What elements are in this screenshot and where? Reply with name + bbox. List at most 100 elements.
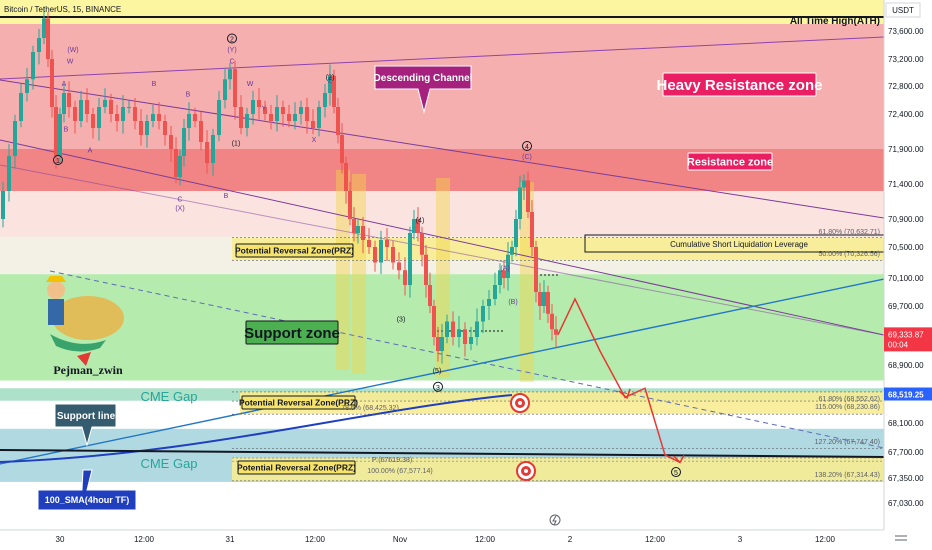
support-line-callout-box	[54, 403, 117, 447]
settings-icon[interactable]	[895, 535, 907, 541]
candle-body	[58, 114, 62, 156]
candle-body	[506, 254, 510, 278]
candle-body	[546, 292, 550, 314]
wave-label: X	[312, 137, 317, 144]
currency-tag[interactable]	[885, 2, 921, 18]
x-tick-label: 12:00	[305, 535, 326, 544]
resistance-label: Resistance zone	[687, 156, 773, 168]
dashed-trendline	[49, 270, 884, 449]
candle-body	[352, 219, 356, 233]
sma-price-label: 68,519.25	[888, 391, 924, 400]
y-tick-label: 67,700.00	[888, 448, 924, 457]
sma-line	[0, 394, 513, 463]
candle-body	[428, 285, 432, 306]
candle-body	[263, 107, 267, 114]
candle-body	[469, 337, 473, 344]
candle-body	[328, 75, 332, 93]
gold-pile-icon	[52, 296, 124, 340]
candle-body	[379, 240, 383, 263]
candle-body	[518, 187, 522, 219]
x-tick-label: Nov	[393, 535, 407, 544]
y-tick-label: 71,900.00	[888, 145, 924, 154]
pin-icon	[77, 352, 91, 366]
candle-body	[178, 156, 182, 177]
author-logo: Pejman_zwin	[46, 276, 124, 377]
ath-label: All Time High(ATH)	[790, 16, 880, 27]
fib-level-label: 78.6% (68,425.32)	[341, 405, 399, 412]
wave-circle	[522, 141, 532, 151]
candle-body	[323, 93, 327, 107]
lightning-icon[interactable]	[549, 514, 561, 526]
candle-body	[233, 69, 237, 107]
cumulative-box	[584, 234, 884, 253]
candle-body	[275, 107, 279, 121]
candle-body	[42, 18, 46, 38]
candle-body	[205, 142, 209, 163]
wave-label: Y	[262, 106, 267, 113]
prz-label-3: Potential Reversal Zone(PRZ)	[237, 463, 356, 473]
candle-body	[251, 100, 255, 114]
wave-label: B	[152, 81, 157, 88]
channel-top-line	[0, 36, 884, 80]
fib-level-label: 61.80% (68,552.62)	[819, 396, 881, 403]
candle-body	[440, 337, 444, 351]
liquidation-profile	[336, 170, 350, 370]
candle-body	[223, 79, 227, 100]
prz-label-1: Potential Reversal Zone(PRZ)	[235, 246, 354, 256]
candle-body	[493, 285, 497, 299]
support-line-callout-label: Support line	[57, 411, 116, 422]
wave-label: (4)	[416, 218, 425, 225]
y-tick-label: 72,400.00	[888, 110, 924, 119]
candle-body	[19, 93, 23, 121]
helmet-icon	[46, 276, 66, 282]
wave-circle	[227, 33, 237, 44]
candle-body	[257, 100, 261, 107]
candle-body	[361, 226, 365, 240]
forecast-arrow	[618, 388, 631, 400]
wave-label: (Y)	[227, 47, 236, 54]
heavy-resistance-label-box	[662, 72, 817, 97]
y-tick-label: 73,200.00	[888, 55, 924, 64]
candle-body	[311, 121, 315, 128]
candle-body	[451, 321, 455, 337]
candle-body	[510, 247, 514, 255]
candle-body	[502, 270, 506, 278]
plot-area[interactable]: 1 2 (Y) C (W) W A B B B C (X) A B (1) W Y X Z(2) (4) (3) (5) 3…	[0, 0, 885, 526]
candle-body	[7, 156, 11, 191]
price-axis[interactable]	[884, 0, 932, 550]
candle-body	[420, 233, 424, 255]
wave-label: (1)	[232, 141, 241, 148]
target-icon-center	[518, 401, 522, 405]
candle-body	[457, 329, 461, 337]
wave-label: 4	[525, 144, 529, 151]
wave-label: 5	[674, 470, 678, 477]
candle-body	[62, 93, 66, 114]
candle-body	[408, 233, 412, 285]
candle-body	[169, 135, 173, 149]
fib-level-label: 138.20% (67,314.43)	[815, 472, 880, 479]
cme-gap-label: CME Gap	[140, 389, 197, 404]
candle-body	[514, 219, 518, 247]
candle-body	[550, 313, 554, 330]
candle-body	[109, 100, 113, 114]
y-tick-label: 68,100.00	[888, 419, 924, 428]
x-tick-label: 12:00	[815, 535, 836, 544]
candle-body	[522, 180, 526, 188]
time-axis[interactable]	[0, 530, 884, 550]
wave-label: (3)	[397, 317, 406, 324]
fib-level-label: P (67619.38)	[372, 457, 412, 464]
y-tick-label: 67,030.00	[888, 499, 924, 508]
current-price-countdown: 00:04	[888, 340, 909, 349]
prz-label-2-box	[241, 395, 356, 410]
wave-label: 3	[436, 385, 440, 392]
cme-gap-label: CME Gap	[140, 456, 197, 471]
candle-body	[424, 254, 428, 285]
current-price-label: 69,333.87	[888, 330, 924, 339]
y-tick-label: 73,600.00	[888, 27, 924, 36]
candle-body	[211, 135, 215, 163]
x-tick-label: 12:00	[645, 535, 666, 544]
sma-callout-label: 100_SMA(4hour TF)	[45, 495, 130, 505]
candle-body	[305, 107, 309, 121]
